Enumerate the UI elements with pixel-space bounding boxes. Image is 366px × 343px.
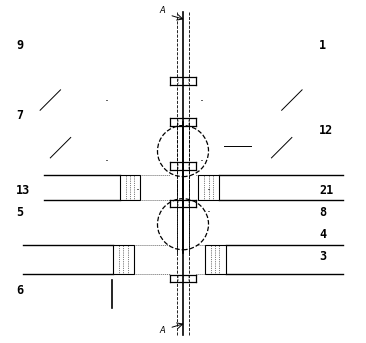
Text: 5: 5: [16, 206, 23, 219]
Text: 12: 12: [319, 124, 333, 137]
Text: A: A: [159, 326, 165, 335]
Text: ·: ·: [207, 184, 211, 197]
Text: ·: ·: [135, 184, 139, 197]
Text: ·: ·: [105, 95, 109, 108]
Text: 4: 4: [319, 228, 326, 241]
Text: 6: 6: [16, 284, 23, 297]
Bar: [205, 245, 225, 274]
Text: A: A: [159, 6, 165, 15]
Text: 8: 8: [319, 206, 326, 219]
Text: ·: ·: [207, 206, 211, 219]
Text: 13: 13: [16, 184, 30, 197]
Text: 21: 21: [319, 184, 333, 197]
Bar: [120, 175, 141, 200]
Text: 1: 1: [319, 39, 326, 52]
Text: 3: 3: [319, 250, 326, 263]
Text: 9: 9: [16, 39, 23, 52]
Bar: [113, 245, 134, 274]
Text: ·: ·: [200, 155, 204, 168]
Text: ·: ·: [105, 155, 109, 168]
Bar: [198, 175, 219, 200]
Text: ·: ·: [200, 95, 204, 108]
Text: 7: 7: [16, 109, 23, 122]
